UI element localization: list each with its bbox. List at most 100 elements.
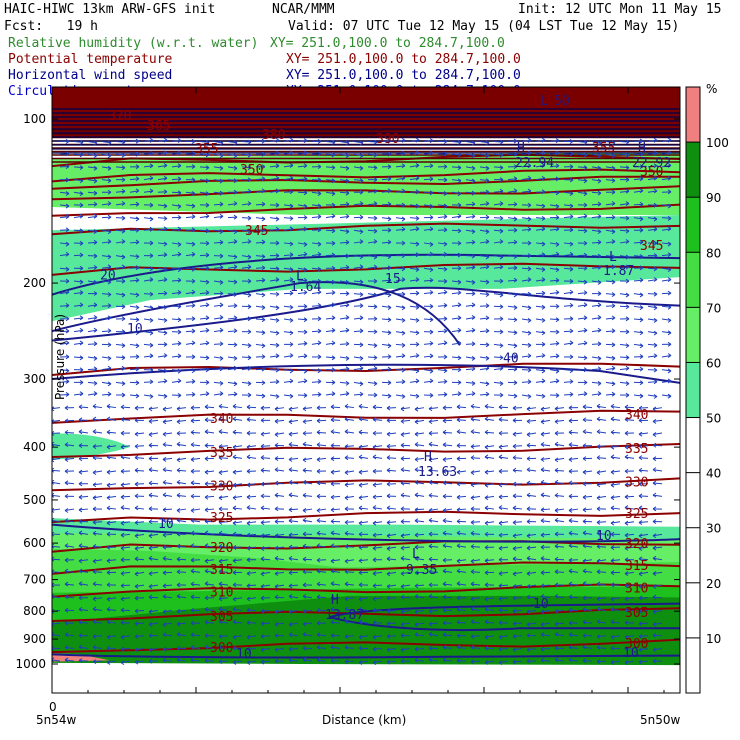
vector-head [555,150,560,156]
circulation-vector [409,137,420,143]
vector-head [289,175,294,181]
vector-shaft [479,166,490,169]
circulation-vector [619,152,630,158]
vector-head [191,151,196,157]
header-init: Init: 12 UTC Mon 11 May 15 [518,2,722,17]
circulation-vector [283,150,294,156]
vector-head [93,165,98,171]
circulation-vector [647,175,658,181]
vector-shaft [577,166,588,169]
circulation-vector [297,163,308,169]
vector-shaft [213,141,224,144]
vector-shaft [535,152,546,155]
vector-head [191,139,196,144]
circulation-vector [633,138,644,144]
vector-head [233,153,238,159]
vector-head [107,178,112,184]
vector-shaft [157,191,168,193]
circulation-vector [73,191,84,197]
vector-head [401,137,406,143]
vector-shaft [143,152,154,155]
vector-shaft [451,153,462,156]
circulation-vector [451,140,462,145]
vector-head [611,165,616,171]
theta-contour-315 [52,561,680,575]
vector-head [205,140,210,145]
vector-head [611,178,616,184]
circulation-vector [451,191,462,197]
vector-shaft [73,166,84,169]
circulation-vector [577,165,588,171]
circulation-vector [115,188,126,194]
vector-shaft [339,141,350,144]
vector-shaft [73,179,84,182]
vector-head [527,137,532,143]
vector-shaft [605,166,616,169]
vector-shaft [269,177,280,181]
vector-head [569,164,574,170]
vector-shaft [423,191,434,194]
vector-head [219,140,224,146]
vector-head [429,190,434,196]
vector-head [499,139,504,145]
vector-shaft [465,141,476,144]
vector-head [541,137,546,143]
circulation-vector [339,190,350,196]
theta-contour-305 [52,607,680,623]
vector-head [541,175,546,181]
vector-shaft [661,177,672,181]
wind-contour-10-low [329,602,680,632]
vector-head [373,165,378,171]
circulation-vector [241,188,252,194]
circulation-vector [605,165,616,171]
vector-head [275,175,280,181]
vector-head [275,163,280,169]
vector-head [667,150,672,156]
vector-shaft [577,153,588,156]
vector-head [107,140,112,146]
vector-head [415,189,420,195]
vector-shaft [647,177,658,181]
vector-head [149,163,154,169]
vector-shaft [605,141,616,144]
header-title: HAIC-HIWC 13km ARW-GFS init [4,2,215,17]
circulation-vector [157,137,168,143]
vector-head [597,140,602,146]
circulation-vector [535,162,546,168]
theta-contour-325 [52,510,680,524]
vector-shaft [129,190,140,193]
circulation-vector [549,138,560,143]
circulation-vector [213,165,224,171]
rh-band-50-mid [52,433,130,460]
circulation-vector [409,175,420,181]
vector-shaft [437,191,448,195]
vector-head [625,165,630,171]
vector-shaft [115,190,126,193]
circulation-vector [101,153,112,159]
vector-shaft [409,152,420,155]
theta-contour-360 [52,203,680,217]
vector-shaft [367,141,378,143]
vector-head [163,162,168,168]
circulation-vector [73,152,84,158]
circulation-vector [185,151,196,157]
vector-head [331,165,336,171]
vector-head [317,151,322,157]
wind-contour-40 [52,363,680,384]
circulation-vector [563,151,574,157]
vector-head [359,178,364,184]
vector-shaft [297,152,308,155]
vector-head [247,177,252,183]
vector-shaft [199,166,210,169]
vector-shaft [213,166,224,169]
vector-head [387,138,392,144]
vector-head [289,162,294,168]
vector-head [569,177,574,183]
vector-head [625,177,630,183]
vector-head [261,188,266,194]
circulation-vector [633,151,644,157]
vector-head [149,150,154,156]
circulation-vector [129,188,140,194]
vector-shaft [619,141,630,143]
vector-shaft [605,179,616,182]
